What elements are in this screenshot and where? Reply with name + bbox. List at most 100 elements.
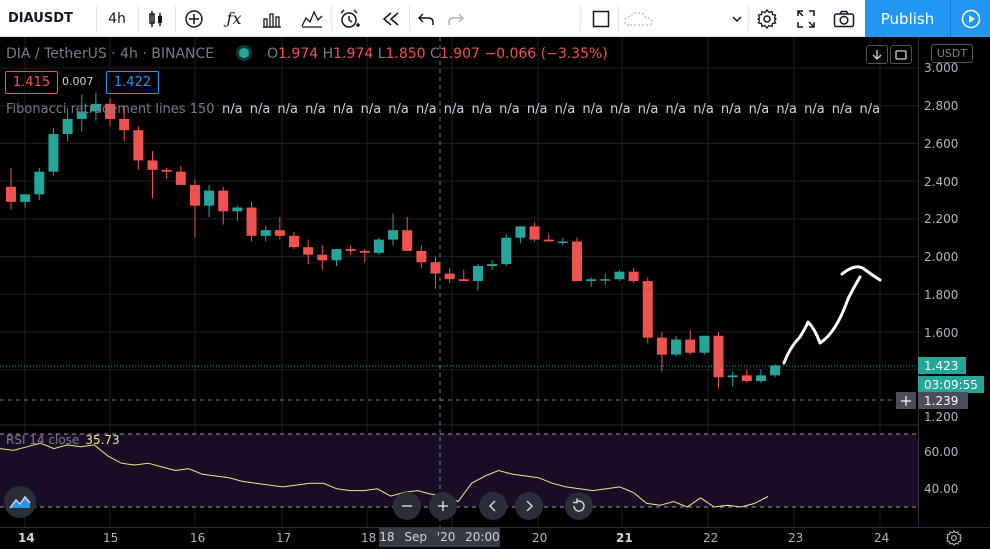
reset-icon[interactable]	[565, 492, 593, 520]
toolbar-divider	[409, 6, 410, 31]
high-value: 1.974	[333, 46, 374, 62]
candles-icon[interactable]	[145, 0, 167, 37]
redo-icon[interactable]	[445, 0, 467, 37]
scroll-right-icon[interactable]	[515, 492, 543, 520]
candle-body	[402, 230, 413, 251]
play-icon[interactable]	[950, 0, 990, 37]
sell-price-button[interactable]: 1.415	[5, 71, 58, 94]
cloud-icon[interactable]	[622, 0, 656, 37]
low-key: L	[377, 46, 386, 62]
indicators-icon[interactable]	[182, 0, 206, 37]
crosshair-price-tag: 1.239	[918, 392, 968, 409]
toolbar-divider	[748, 6, 749, 31]
zoom-out-icon[interactable]	[393, 492, 421, 520]
candle-body	[444, 273, 455, 280]
fx-icon[interactable]: ƒx	[226, 9, 242, 28]
low-value: 1.850	[385, 46, 426, 62]
compare-icon[interactable]	[260, 0, 284, 37]
layout-icon[interactable]	[590, 0, 612, 37]
buy-price-button[interactable]: 1.422	[106, 71, 159, 94]
time-tick: 14	[18, 531, 35, 545]
last-price-tag: 1.423	[918, 357, 966, 374]
price-chart[interactable]	[0, 37, 918, 527]
time-tick: 17	[276, 531, 292, 545]
candle-body	[20, 194, 31, 202]
scroll-left-icon[interactable]	[479, 492, 507, 520]
ohlc-values: O1.974 H1.974 L1.850 C1.907 −0.066 (−3.3…	[267, 46, 608, 62]
rsi-band	[0, 434, 918, 507]
undo-icon[interactable]	[415, 0, 437, 37]
candle-body	[572, 241, 582, 282]
camera-icon[interactable]	[832, 0, 856, 37]
currency-badge[interactable]: USDT	[931, 44, 973, 63]
add-price-line-icon[interactable]	[896, 392, 916, 409]
symbol-legend[interactable]: DIA / TetherUS · 4h · BINANCE O1.974 H1.…	[6, 46, 608, 62]
fullscreen-icon[interactable]	[794, 0, 818, 37]
price-tick: 2.200	[924, 212, 959, 226]
candle-body	[119, 118, 130, 131]
candle-body	[246, 207, 257, 236]
templates-icon[interactable]	[300, 0, 324, 37]
scale-settings-icon[interactable]	[944, 529, 964, 547]
high-key: H	[322, 46, 334, 62]
candle-body	[741, 375, 752, 382]
time-tick: 16	[190, 531, 206, 545]
candle-body	[161, 169, 172, 172]
candle-body	[699, 335, 710, 353]
interval-button[interactable]: 4h	[108, 10, 126, 27]
candle-body	[430, 262, 441, 274]
publish-button[interactable]: Publish	[865, 0, 950, 37]
price-scale[interactable]	[918, 37, 990, 527]
time-tick: 21	[616, 531, 633, 545]
price-tick: 1.800	[924, 288, 959, 302]
zoom-in-icon[interactable]	[429, 492, 457, 520]
toolbar-divider	[175, 6, 176, 31]
fib-indicator-label[interactable]: Fibonacci retracement lines 150	[6, 102, 215, 117]
settings-icon[interactable]	[755, 0, 779, 37]
candle-body	[543, 239, 554, 242]
tradingview-logo-icon[interactable]	[4, 486, 36, 518]
toolbar-divider	[331, 6, 332, 31]
open-value: 1.974	[278, 46, 319, 62]
close-value: 1.907	[439, 46, 480, 62]
top-toolbar: DIAUSDT 4h ƒx	[0, 0, 990, 37]
open-key: O	[267, 46, 279, 62]
price-tick: 2.000	[924, 250, 959, 264]
candle-body	[656, 337, 667, 355]
candle-body	[133, 130, 144, 161]
candle-body	[303, 247, 314, 255]
crosshair-time-tag: 18 Sep '20 20:00	[379, 527, 500, 547]
toolbar-divider	[96, 6, 97, 31]
price-tick: 1.600	[924, 326, 959, 340]
candle-body	[105, 103, 116, 119]
brush-drawing[interactable]	[782, 265, 882, 365]
rsi-value: 35.73	[85, 433, 120, 447]
alert-icon[interactable]	[338, 0, 362, 37]
rsi-line	[0, 442, 769, 508]
symbol-search-button[interactable]: DIAUSDT	[8, 11, 73, 26]
time-tick: 18	[361, 531, 377, 545]
candle-body	[359, 250, 370, 253]
chevron-down-icon[interactable]	[730, 0, 744, 37]
scroll-down-icon[interactable]	[866, 45, 888, 64]
maximize-pane-icon[interactable]	[890, 45, 912, 64]
candle-body	[671, 339, 682, 355]
candle-body	[289, 235, 299, 248]
price-tick: 2.600	[924, 137, 959, 151]
rsi-tick: 40.00	[924, 482, 959, 496]
candle-body	[557, 241, 568, 243]
candle-body	[472, 266, 483, 282]
candle-body	[62, 118, 73, 134]
replay-icon[interactable]	[380, 0, 402, 37]
rsi-indicator-legend[interactable]: RSI 14 close 35.73	[6, 433, 120, 447]
candle-body	[317, 254, 328, 261]
candle-body	[713, 335, 724, 378]
bar-countdown-tag: 03:09:55	[918, 376, 984, 393]
change-value: −0.066 (−3.35%)	[484, 46, 608, 62]
candle-body	[373, 239, 384, 253]
candle-body	[345, 249, 356, 251]
candle-body	[515, 226, 526, 238]
candle-body	[147, 160, 158, 170]
candle-body	[48, 134, 59, 172]
candle-body	[529, 226, 540, 240]
